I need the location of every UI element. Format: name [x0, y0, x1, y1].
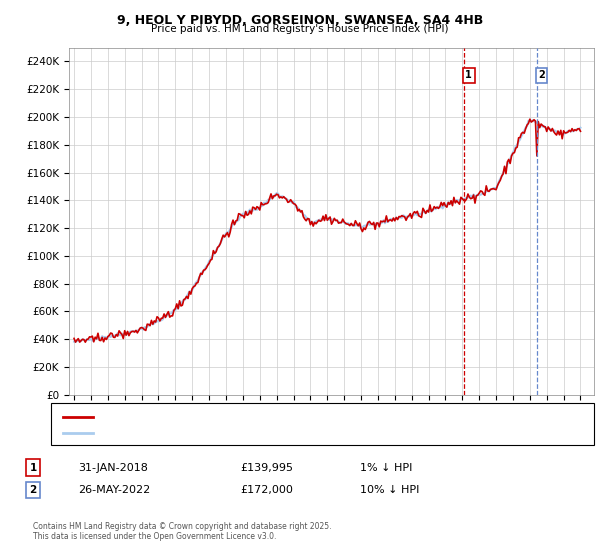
Text: Price paid vs. HM Land Registry's House Price Index (HPI): Price paid vs. HM Land Registry's House …: [151, 24, 449, 34]
Text: £172,000: £172,000: [240, 485, 293, 495]
Text: 9, HEOL Y PIBYDD, GORSEINON, SWANSEA, SA4 4HB: 9, HEOL Y PIBYDD, GORSEINON, SWANSEA, SA…: [117, 14, 483, 27]
Text: HPI: Average price, semi-detached house, Swansea: HPI: Average price, semi-detached house,…: [99, 428, 350, 438]
Text: 10% ↓ HPI: 10% ↓ HPI: [360, 485, 419, 495]
Text: 1% ↓ HPI: 1% ↓ HPI: [360, 463, 412, 473]
Text: 2: 2: [29, 485, 37, 495]
Text: 31-JAN-2018: 31-JAN-2018: [78, 463, 148, 473]
Text: 1: 1: [466, 71, 472, 81]
Text: £139,995: £139,995: [240, 463, 293, 473]
Text: 9, HEOL Y PIBYDD, GORSEINON, SWANSEA, SA4 4HB (semi-detached house): 9, HEOL Y PIBYDD, GORSEINON, SWANSEA, SA…: [99, 412, 471, 422]
Text: 1: 1: [29, 463, 37, 473]
Text: 26-MAY-2022: 26-MAY-2022: [78, 485, 150, 495]
Text: 2: 2: [538, 71, 545, 81]
Text: Contains HM Land Registry data © Crown copyright and database right 2025.
This d: Contains HM Land Registry data © Crown c…: [33, 522, 331, 542]
